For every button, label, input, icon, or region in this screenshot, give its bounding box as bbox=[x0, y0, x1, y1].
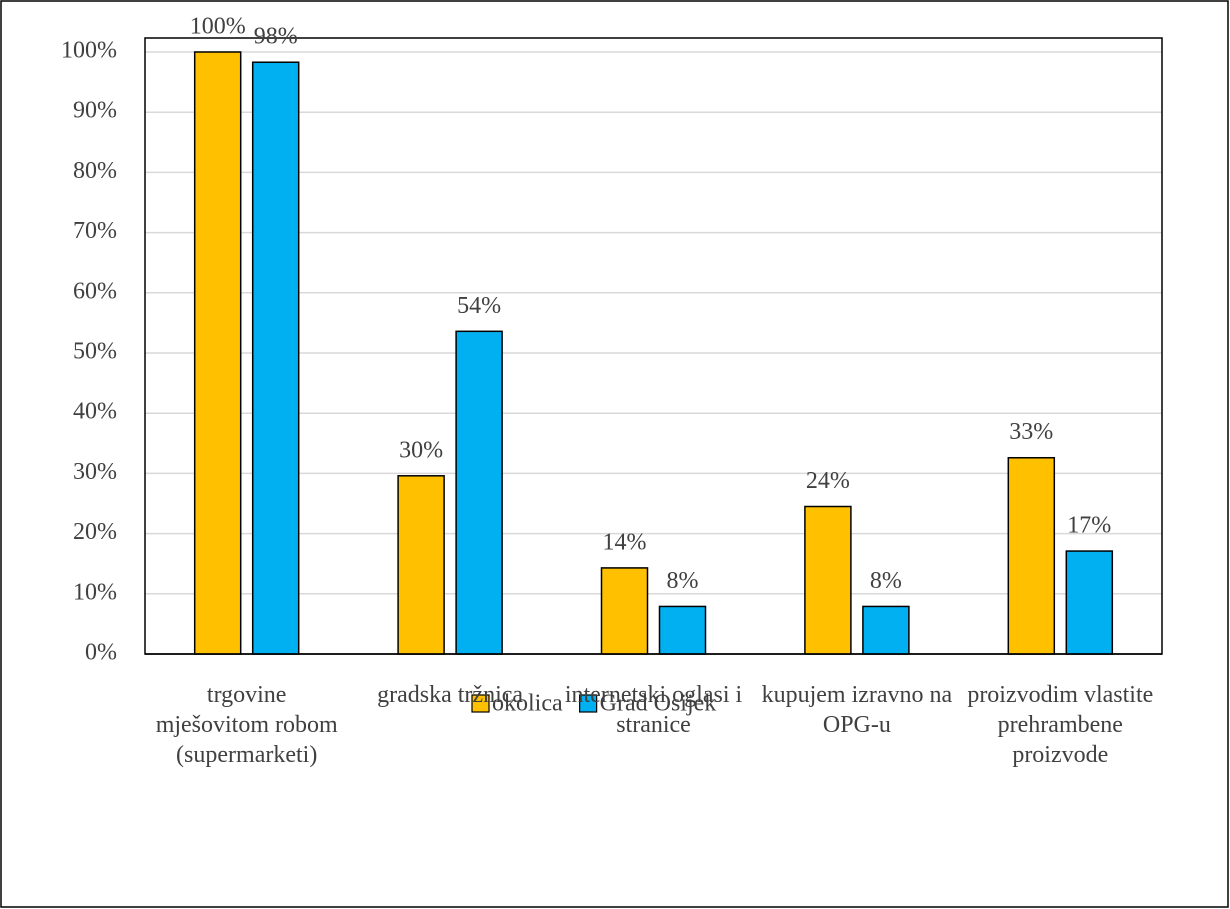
bar bbox=[251, 61, 300, 655]
data-label: 17% bbox=[1067, 513, 1111, 539]
data-label: 24% bbox=[806, 468, 850, 494]
y-tick-label: 40% bbox=[73, 399, 117, 425]
y-tick-label: 70% bbox=[73, 218, 117, 244]
bar bbox=[600, 567, 649, 655]
x-tick-label: proizvodim vlastite prehrambene proizvod… bbox=[967, 682, 1154, 768]
x-tick-label: trgovine mješovitom robom (supermarketi) bbox=[155, 682, 338, 768]
bar bbox=[397, 475, 445, 655]
legend-swatch bbox=[471, 694, 490, 713]
y-tick-label: 90% bbox=[73, 98, 117, 124]
legend-label: Grad Osijek bbox=[600, 691, 717, 717]
data-label: 30% bbox=[399, 437, 443, 463]
data-label: 8% bbox=[870, 568, 902, 594]
bar bbox=[1007, 456, 1056, 655]
data-label: 33% bbox=[1009, 419, 1053, 445]
bar bbox=[804, 505, 852, 655]
legend-swatch bbox=[579, 694, 598, 713]
y-tick-label: 60% bbox=[73, 278, 117, 304]
data-label: 54% bbox=[457, 293, 501, 319]
data-label: 8% bbox=[667, 568, 699, 594]
y-tick-label: 30% bbox=[73, 459, 117, 485]
bar bbox=[455, 330, 503, 655]
y-tick-label: 10% bbox=[73, 579, 117, 605]
x-tick-label: gradska tržnica bbox=[377, 682, 524, 708]
y-tick-label: 100% bbox=[61, 38, 117, 64]
bar bbox=[658, 605, 707, 655]
y-tick-label: 80% bbox=[73, 158, 117, 184]
y-tick-label: 50% bbox=[73, 339, 117, 365]
data-label: 98% bbox=[254, 24, 298, 50]
x-tick-label: internetski oglasi i stranice bbox=[564, 682, 743, 738]
data-label: 100% bbox=[190, 14, 246, 40]
data-label: 14% bbox=[603, 529, 647, 555]
y-tick-label: 20% bbox=[73, 519, 117, 545]
legend-label: okolica bbox=[492, 691, 563, 717]
bar bbox=[1065, 550, 1114, 655]
bar bbox=[193, 51, 242, 655]
bar bbox=[862, 605, 910, 655]
y-tick-label: 0% bbox=[85, 640, 117, 666]
x-tick-label: kupujem izravno na OPG-u bbox=[761, 682, 953, 738]
